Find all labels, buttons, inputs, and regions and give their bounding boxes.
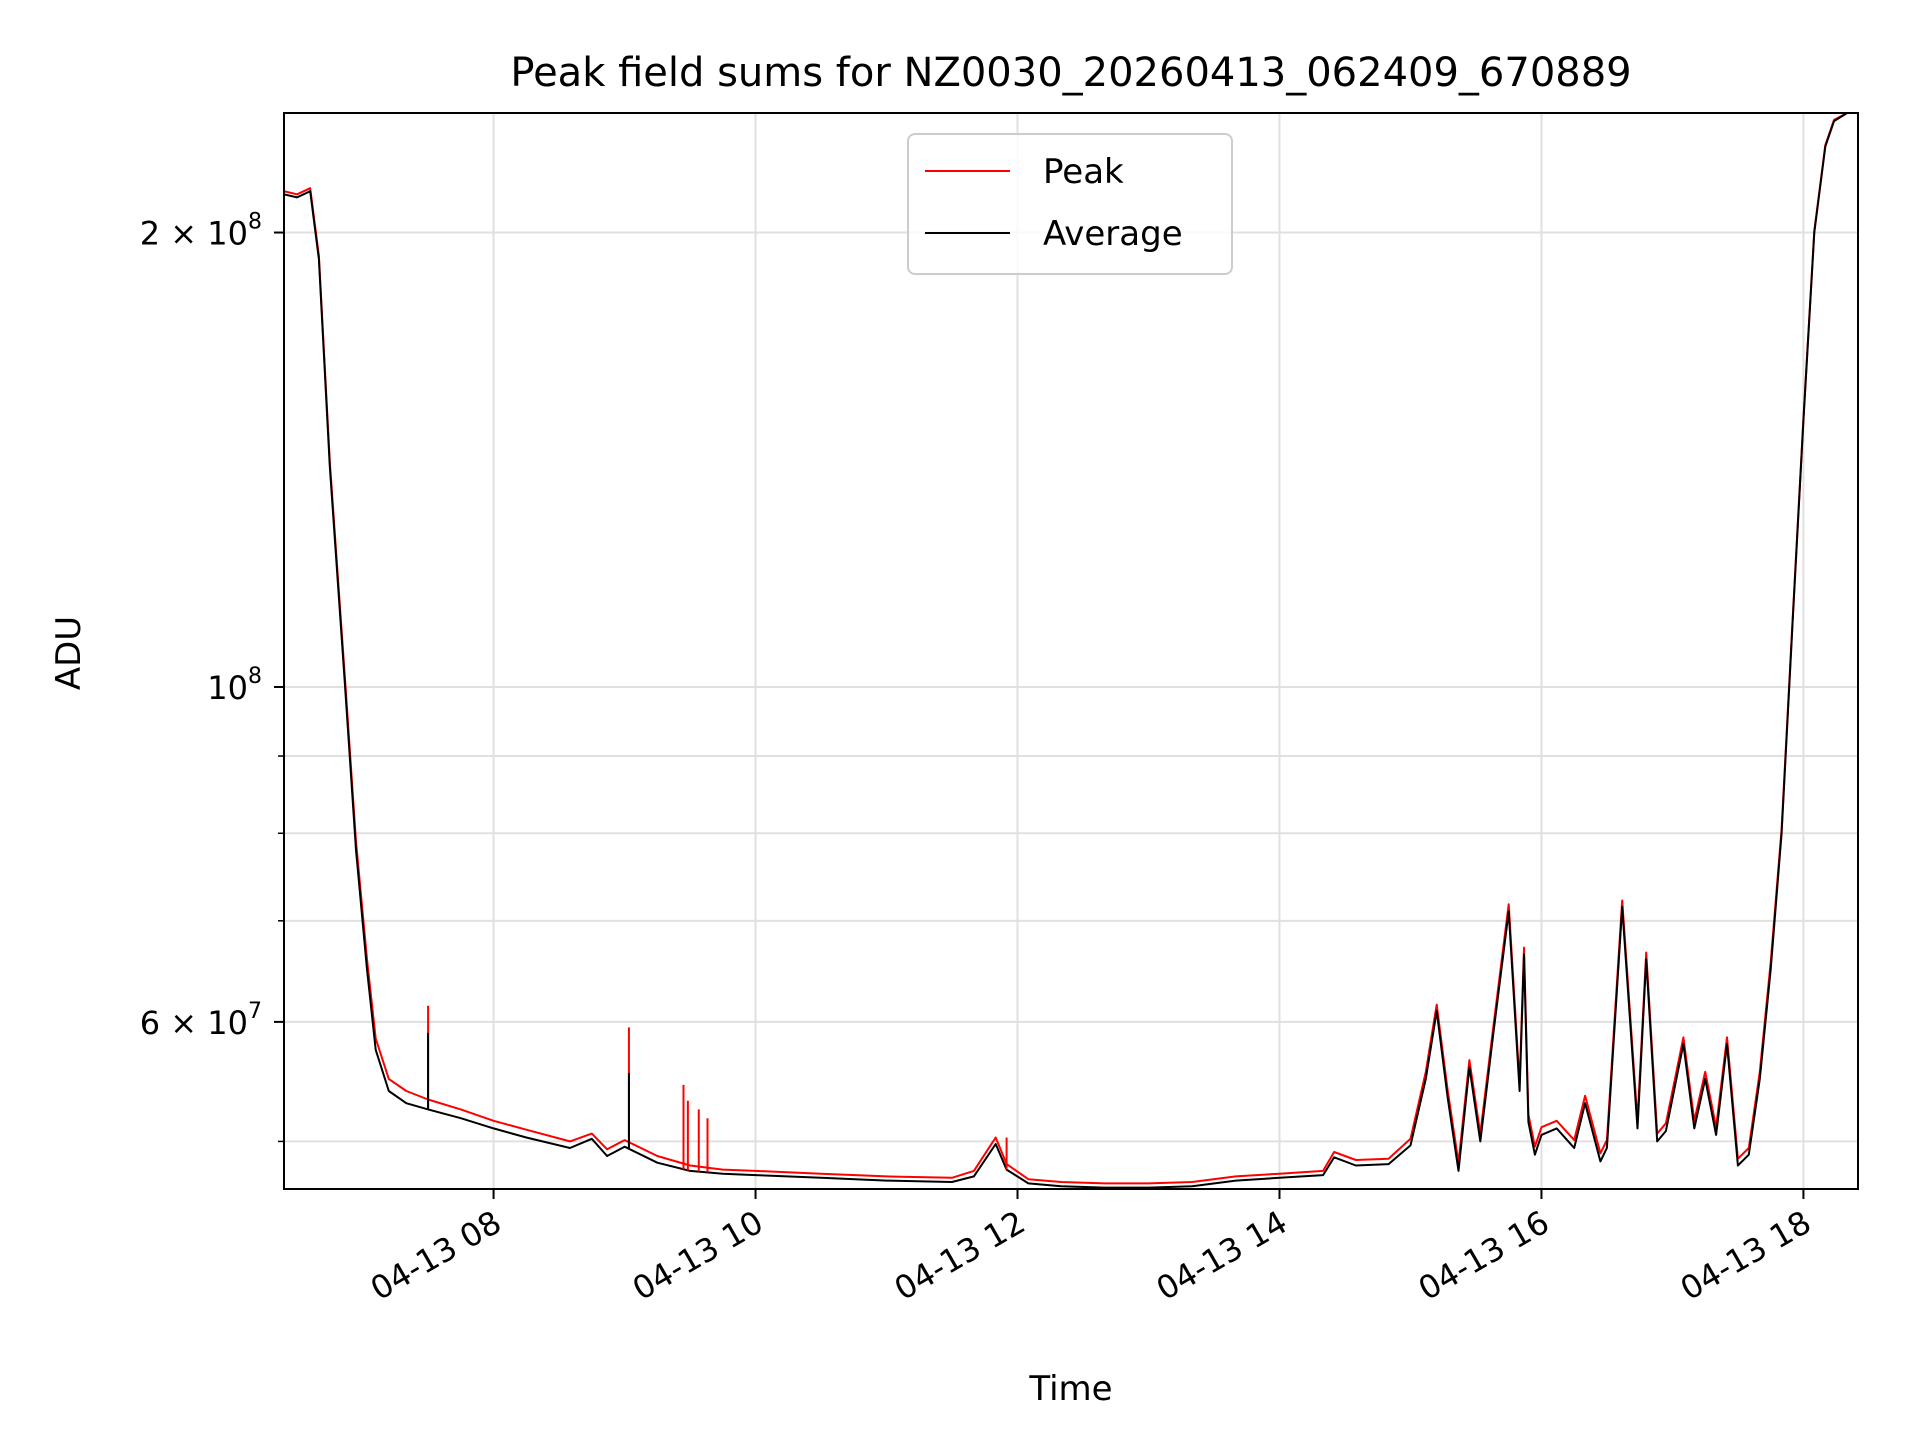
y-tick-label-1: 108 [207, 664, 262, 707]
chart-title: Peak field sums for NZ0030_20260413_0624… [510, 50, 1631, 96]
series-line-peak [284, 113, 1858, 1185]
legend-box [907, 133, 1233, 275]
x-axis-label: Time [1028, 1369, 1112, 1409]
y-tick-label-2: 2 × 108 [140, 210, 262, 253]
series-line-average [284, 113, 1858, 1189]
y-tick-label-0: 6 × 107 [140, 999, 262, 1042]
legend: Peak Average [907, 133, 1233, 275]
series-layer [284, 113, 1858, 1189]
y-axis-ticks: 6 × 107 108 2 × 108 [140, 210, 284, 1143]
legend-label-peak: Peak [1043, 152, 1124, 192]
y-axis-label: ADU [49, 616, 89, 690]
legend-label-average: Average [1043, 214, 1183, 254]
plot-frame [283, 112, 1859, 1190]
